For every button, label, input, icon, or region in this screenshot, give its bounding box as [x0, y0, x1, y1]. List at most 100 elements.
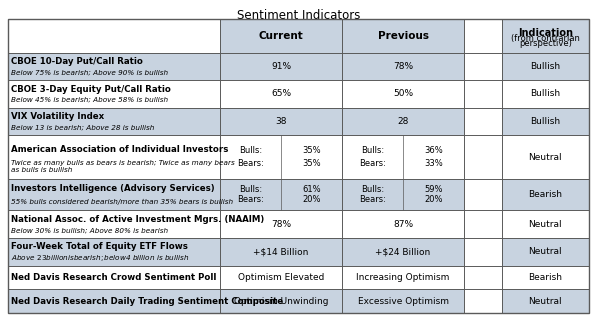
- Text: +$14 Billion: +$14 Billion: [253, 247, 309, 256]
- Bar: [464, 135, 502, 179]
- Bar: [464, 210, 502, 238]
- Bar: [8, 53, 589, 80]
- Text: National Assoc. of Active Investment Mgrs. (NAAIM): National Assoc. of Active Investment Mgr…: [11, 215, 264, 224]
- Bar: [342, 289, 464, 313]
- Bar: [464, 266, 502, 289]
- Text: Bullish: Bullish: [530, 117, 561, 126]
- Text: Investors Intelligence (Advisory Services): Investors Intelligence (Advisory Service…: [11, 184, 215, 193]
- Bar: [464, 53, 502, 80]
- Text: Below 30% is bullish; Above 80% is bearish: Below 30% is bullish; Above 80% is beari…: [11, 227, 168, 233]
- Bar: [8, 19, 220, 53]
- Bar: [342, 53, 464, 80]
- Text: Bullish: Bullish: [530, 89, 561, 99]
- Text: Neutral: Neutral: [528, 152, 562, 162]
- Bar: [464, 179, 502, 210]
- Bar: [8, 289, 589, 313]
- Text: 20%: 20%: [424, 195, 443, 204]
- Text: 35%: 35%: [302, 159, 321, 168]
- Bar: [8, 19, 220, 53]
- Bar: [220, 210, 342, 238]
- Text: 78%: 78%: [271, 220, 291, 229]
- Text: Indication: Indication: [518, 28, 573, 38]
- Text: Below 45% is bearish; Above 58% is bullish: Below 45% is bearish; Above 58% is bulli…: [11, 97, 168, 103]
- Bar: [502, 108, 589, 135]
- Text: Bears:: Bears:: [237, 159, 264, 168]
- Text: (from contrarian: (from contrarian: [511, 34, 580, 43]
- Bar: [220, 19, 342, 53]
- Text: Optimism Elevated: Optimism Elevated: [238, 273, 324, 282]
- Text: Below 75% is bearish; Above 90% is bullish: Below 75% is bearish; Above 90% is bulli…: [11, 69, 168, 75]
- Bar: [220, 108, 342, 135]
- Bar: [502, 135, 589, 179]
- Text: Excessive Optimism: Excessive Optimism: [358, 297, 448, 306]
- Bar: [464, 108, 502, 135]
- Bar: [342, 135, 464, 179]
- Bar: [8, 238, 589, 266]
- Text: Bullish: Bullish: [530, 62, 561, 71]
- Text: Bearish: Bearish: [528, 273, 562, 282]
- Bar: [8, 289, 220, 313]
- Text: American Association of Individual Investors: American Association of Individual Inves…: [11, 145, 229, 154]
- Text: Ned Davis Research Daily Trading Sentiment Composite: Ned Davis Research Daily Trading Sentime…: [11, 297, 283, 306]
- Bar: [464, 53, 502, 80]
- Bar: [342, 179, 464, 210]
- Bar: [464, 289, 502, 313]
- Text: 91%: 91%: [271, 62, 291, 71]
- Text: Bulls:: Bulls:: [361, 146, 384, 155]
- Bar: [8, 135, 220, 179]
- Bar: [342, 238, 464, 266]
- Bar: [220, 238, 342, 266]
- Bar: [502, 289, 589, 313]
- Text: 38: 38: [275, 117, 287, 126]
- Text: CBOE 3-Day Equity Put/Call Ratio: CBOE 3-Day Equity Put/Call Ratio: [11, 85, 171, 94]
- Bar: [8, 108, 220, 135]
- Text: perspective): perspective): [519, 39, 572, 48]
- Text: Optimism Unwinding: Optimism Unwinding: [234, 297, 328, 306]
- Bar: [502, 266, 589, 289]
- Bar: [342, 80, 464, 108]
- Bar: [220, 135, 342, 179]
- Text: Below 13 is bearish; Above 28 is bullish: Below 13 is bearish; Above 28 is bullish: [11, 125, 155, 131]
- Bar: [8, 238, 220, 266]
- Text: 87%: 87%: [393, 220, 413, 229]
- Text: Ned Davis Research Crowd Sentiment Poll: Ned Davis Research Crowd Sentiment Poll: [11, 273, 216, 282]
- Bar: [342, 19, 464, 53]
- Text: +$24 Billion: +$24 Billion: [376, 247, 430, 256]
- Bar: [8, 179, 589, 210]
- Bar: [8, 53, 220, 80]
- Bar: [220, 179, 342, 210]
- Bar: [464, 80, 502, 108]
- Bar: [464, 238, 502, 266]
- Text: Four-Week Total of Equity ETF Flows: Four-Week Total of Equity ETF Flows: [11, 243, 188, 251]
- Text: Neutral: Neutral: [528, 247, 562, 256]
- Bar: [464, 135, 502, 179]
- Bar: [502, 80, 589, 108]
- Bar: [464, 210, 502, 238]
- Bar: [220, 80, 342, 108]
- Bar: [464, 266, 502, 289]
- Text: 33%: 33%: [424, 159, 443, 168]
- Bar: [502, 238, 589, 266]
- Bar: [8, 108, 589, 135]
- Text: Bears:: Bears:: [359, 159, 386, 168]
- Text: Bulls:: Bulls:: [361, 185, 384, 194]
- Bar: [502, 179, 589, 210]
- Text: Bearish: Bearish: [528, 190, 562, 199]
- Bar: [8, 80, 220, 108]
- Bar: [8, 266, 589, 289]
- Text: 36%: 36%: [424, 146, 443, 155]
- Bar: [502, 210, 589, 238]
- Text: 59%: 59%: [424, 185, 443, 194]
- Bar: [8, 266, 220, 289]
- Text: 78%: 78%: [393, 62, 413, 71]
- Bar: [464, 19, 502, 53]
- Bar: [342, 210, 464, 238]
- Bar: [8, 135, 589, 179]
- Bar: [8, 210, 589, 238]
- Bar: [502, 19, 589, 53]
- Text: CBOE 10-Day Put/Call Ratio: CBOE 10-Day Put/Call Ratio: [11, 57, 143, 66]
- Text: Sentiment Indicators: Sentiment Indicators: [237, 9, 360, 22]
- Bar: [342, 19, 464, 53]
- Bar: [464, 289, 502, 313]
- Bar: [8, 210, 220, 238]
